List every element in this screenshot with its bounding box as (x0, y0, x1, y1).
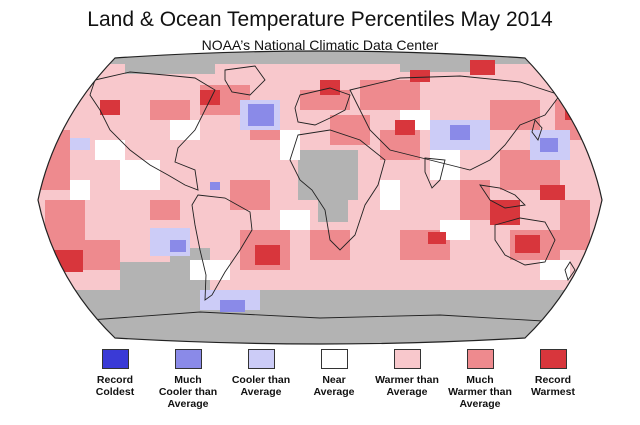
legend-swatch (320, 349, 348, 369)
legend-item-cooler: Cooler than Average (221, 349, 301, 398)
arctic-nodata (400, 64, 480, 72)
arctic-nodata (38, 51, 602, 64)
legend-item-near-average: Near Average (294, 349, 374, 398)
antarctica-outline (89, 311, 561, 323)
much-cooler-cells (170, 104, 558, 312)
greenland-outline (224, 65, 266, 96)
record-warmest-cells (48, 60, 585, 272)
arctic-nodata (125, 64, 215, 74)
europe-outline (294, 87, 351, 126)
legend-label: Much Warmer than Average (448, 374, 512, 410)
legend-swatch (247, 349, 275, 369)
legend-swatch (393, 349, 421, 369)
near-average-cells (70, 110, 570, 280)
africa-nodata (298, 150, 358, 200)
world-map-icon (37, 50, 603, 345)
legend-label: Near Average (313, 374, 355, 398)
globe-border (37, 50, 603, 345)
japan-outline (531, 119, 543, 141)
map-title: Land & Ocean Temperature Percentiles May… (87, 8, 553, 31)
continent-outlines-icon (89, 65, 576, 323)
legend: Record Coldest Much Cooler than Average … (0, 349, 640, 425)
legend-label: Much Cooler than Average (158, 374, 218, 410)
new-zealand-outline (564, 261, 576, 282)
legend-label: Warmer than Average (375, 374, 439, 398)
legend-swatch (466, 349, 494, 369)
se-asia-outline (479, 184, 526, 209)
australia-outline (494, 217, 556, 266)
legend-label: Cooler than Average (231, 374, 291, 398)
anomaly-grid (38, 51, 602, 344)
asia-outline (349, 75, 561, 171)
legend-item-record-coldest: Record Coldest (75, 349, 155, 398)
legend-label: Record Warmest (531, 374, 575, 398)
legend-swatch (539, 349, 567, 369)
legend-item-much-cooler: Much Cooler than Average (148, 349, 228, 410)
india-outline (424, 157, 446, 189)
north-america-outline (89, 71, 216, 191)
legend-swatch (101, 349, 129, 369)
africa-outline (289, 129, 386, 251)
antarctica-nodata (38, 290, 602, 344)
legend-item-warmer: Warmer than Average (367, 349, 447, 398)
south-america-outline (191, 194, 253, 301)
legend-swatch (174, 349, 202, 369)
legend-label: Record Coldest (95, 374, 135, 398)
map-subtitle: NOAA’s National Climatic Data Center (201, 37, 439, 53)
legend-item-record-warmest: Record Warmest (513, 349, 593, 398)
africa-nodata (318, 200, 348, 222)
legend-item-much-warmer: Much Warmer than Average (440, 349, 520, 410)
